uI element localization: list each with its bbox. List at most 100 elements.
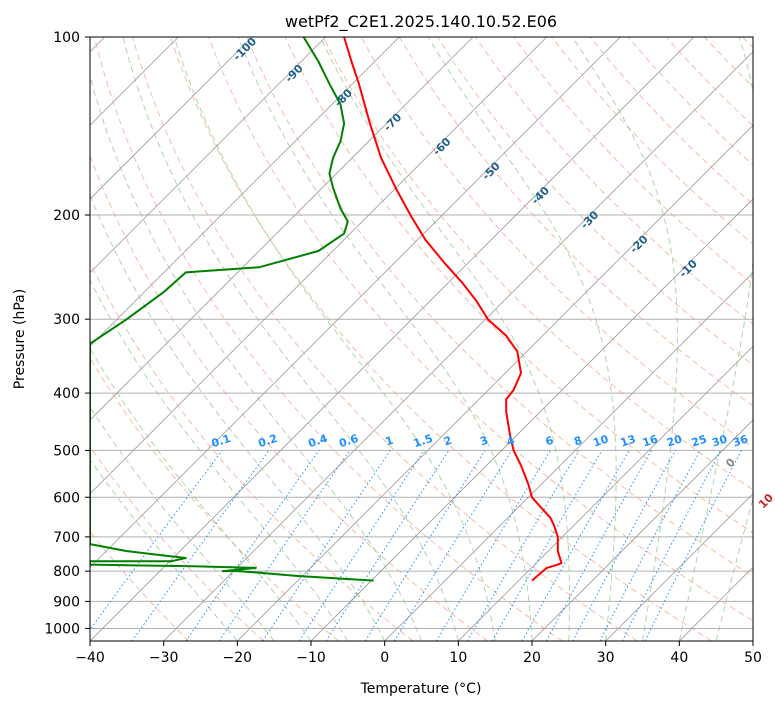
moist-adiabat <box>173 37 496 641</box>
mixing-ratio-label: 10 <box>591 432 610 449</box>
moist-adiabat <box>715 496 753 641</box>
moist-adiabat <box>237 37 533 641</box>
mixing-ratio-line <box>599 450 701 641</box>
x-tick-label: −30 <box>149 650 179 666</box>
dry-adiabat <box>131 37 638 641</box>
mixing-ratio-label: 2 <box>442 434 453 449</box>
dry-adiabat <box>208 37 753 622</box>
y-axis-ticks: 100 200 300 400 500 600 700 800 900 1000 <box>44 30 90 637</box>
isotherm-line <box>531 419 753 641</box>
mixing-ratio-line <box>621 450 722 641</box>
dry-adiabat <box>513 37 753 285</box>
isotherm-label: -70 <box>381 111 404 134</box>
moist-adiabat-label: 0 <box>723 455 738 470</box>
mixing-ratio-label: 3 <box>478 434 489 449</box>
moist-adiabat <box>319 37 570 641</box>
x-axis-ticks: −40 −30 −20 −10 0 10 20 30 40 50 <box>75 641 762 666</box>
x-tick-label: 10 <box>449 650 467 666</box>
mixing-ratio-label: 1.5 <box>412 432 435 450</box>
mixing-ratio-label: 30 <box>710 432 729 449</box>
moist-adiabat <box>571 37 678 641</box>
mixing-ratio-label: 0.2 <box>257 432 280 450</box>
mixing-ratio-line <box>262 450 391 641</box>
y-tick-label: 700 <box>53 530 80 546</box>
mixing-ratio-label: 0.6 <box>337 432 360 450</box>
x-tick-label: 20 <box>523 650 541 666</box>
dry-adiabat <box>322 37 753 491</box>
isotherm-line <box>605 493 753 641</box>
isotherm-line <box>90 37 326 274</box>
y-tick-label: 400 <box>53 386 80 402</box>
x-tick-label: 50 <box>744 650 762 666</box>
mixing-ratio-line <box>131 450 270 641</box>
plot-frame <box>89 36 754 642</box>
mixing-ratio-line <box>572 450 676 641</box>
dry-adiabat <box>90 261 414 641</box>
dry-adiabat <box>246 37 753 577</box>
y-tick-label: 100 <box>53 30 80 46</box>
mixing-ratio-line <box>298 450 425 641</box>
moist-adiabat <box>90 406 275 641</box>
y-axis-title: Pressure (hPa) <box>12 289 28 389</box>
isotherm-line <box>163 51 753 641</box>
y-tick-label: 200 <box>53 208 80 224</box>
dry-adiabat <box>90 530 190 641</box>
isotherm-label: -40 <box>529 184 552 207</box>
moist-adiabat <box>90 347 312 641</box>
isotherm-label: -50 <box>480 159 503 182</box>
moist-adiabat <box>427 37 617 641</box>
dry-adiabat <box>90 445 264 641</box>
isotherm-line <box>752 640 753 641</box>
y-tick-label: 800 <box>53 564 80 580</box>
x-tick-label: −40 <box>75 650 105 666</box>
moist-adiabat <box>90 193 386 641</box>
mixing-ratio-line <box>521 450 630 641</box>
x-tick-label: −20 <box>223 650 253 666</box>
dewpoint-profile-line <box>90 37 374 582</box>
isotherm-line <box>90 37 474 421</box>
y-tick-label: 900 <box>53 594 80 610</box>
isotherm-label: -20 <box>627 233 650 256</box>
isotherm-label: -100 <box>231 35 260 64</box>
x-tick-label: −10 <box>296 650 326 666</box>
dry-adiabat <box>284 37 753 534</box>
isotherm-line <box>90 37 547 495</box>
isotherm-line <box>90 37 400 347</box>
mixing-ratio-label: 16 <box>641 432 660 449</box>
mixing-ratio-label: 25 <box>690 433 709 450</box>
profile-lines <box>90 37 563 582</box>
mixing-ratio-label: 8 <box>572 434 583 449</box>
isotherm-line <box>458 345 753 641</box>
mixing-ratio-line <box>393 450 513 641</box>
mixing-ratio-line <box>185 450 320 641</box>
y-tick-label: 500 <box>53 443 80 459</box>
mixing-ratio-line <box>435 450 552 641</box>
y-tick-label: 600 <box>53 490 80 506</box>
mixing-ratio-label: 13 <box>619 433 638 450</box>
moist-adiabat <box>90 73 422 641</box>
mixing-ratio-line <box>218 450 351 641</box>
mixing-ratio-label: 0.4 <box>307 432 330 450</box>
moist-adiabat-label: 10 <box>756 491 775 511</box>
moist-adiabat <box>122 37 459 641</box>
isotherm-line <box>679 566 753 641</box>
dry-adiabat <box>170 37 712 641</box>
dry-adiabat <box>589 37 753 205</box>
mixing-ratio-line <box>90 450 223 631</box>
isotherm-label: -60 <box>430 135 453 158</box>
moist-adiabat <box>678 37 753 641</box>
chart-title: wetPf2_C2E1.2025.140.10.52.E06 <box>285 12 557 32</box>
isotherm-line <box>310 198 753 641</box>
dry-adiabat <box>475 37 753 325</box>
isotherm-line <box>90 37 621 568</box>
isotherm-line <box>237 124 753 641</box>
x-tick-label: 0 <box>380 650 389 666</box>
mixing-ratio-lines <box>90 450 742 641</box>
mixing-ratio-line <box>644 450 742 641</box>
mixing-ratio-label: 36 <box>731 432 750 449</box>
x-tick-label: 30 <box>597 650 615 666</box>
isotherm-label: -30 <box>578 208 601 231</box>
mixing-ratio-line <box>545 450 652 641</box>
mixing-ratio-label: 1 <box>384 434 395 449</box>
